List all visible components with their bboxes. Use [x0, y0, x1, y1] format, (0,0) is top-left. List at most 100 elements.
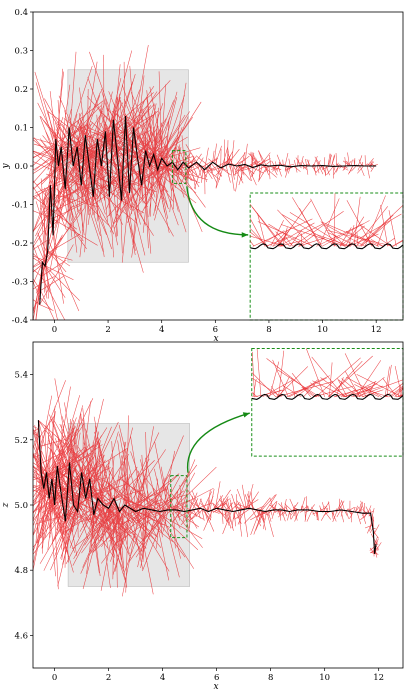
arrow [33, 253, 43, 263]
arrow [43, 264, 80, 301]
arrow [185, 167, 189, 177]
arrow [132, 508, 148, 519]
inset-arrow [279, 376, 290, 398]
arrow [41, 276, 66, 320]
arrow [258, 165, 267, 170]
arrow [33, 430, 47, 473]
arrow [130, 508, 170, 572]
arrow [284, 506, 289, 512]
arrow [48, 111, 70, 128]
arrow [161, 476, 181, 512]
arrow [246, 493, 254, 510]
arrow [195, 155, 209, 167]
arrow [231, 140, 235, 165]
arrow [53, 219, 98, 246]
inset-arrow [344, 353, 367, 398]
inset-arrow [252, 207, 283, 247]
arrow [33, 427, 47, 473]
arrow [239, 166, 255, 172]
arrow [180, 167, 189, 185]
arrow [181, 163, 183, 176]
arrow [264, 165, 270, 173]
arrow [167, 116, 189, 166]
arrow [369, 162, 375, 167]
arrow [280, 502, 284, 511]
arrow [128, 510, 166, 562]
arrow [358, 159, 363, 166]
arrow [33, 196, 51, 233]
arrow [340, 509, 344, 523]
arrow [33, 483, 45, 492]
arrow [119, 148, 162, 161]
y-tick-label: -0.3 [12, 278, 28, 288]
zoom-arrow [186, 186, 249, 236]
inset-arrow [269, 361, 280, 398]
arrow [33, 431, 40, 438]
x-axis-label: x [213, 334, 218, 344]
arrow [137, 509, 151, 568]
inset-arrow [356, 379, 403, 398]
arrow [350, 159, 353, 166]
arrow [140, 104, 164, 161]
arrow [340, 510, 343, 517]
inset-arrow [286, 375, 330, 398]
arrow [355, 505, 358, 513]
arrow [243, 164, 255, 175]
arrow [86, 96, 115, 127]
arrow [95, 160, 132, 201]
arrow [216, 498, 231, 509]
inset-arrow [251, 377, 282, 398]
arrow [363, 502, 365, 514]
arrow [210, 510, 212, 521]
arrow [139, 160, 152, 175]
arrow [124, 85, 155, 131]
inset-arrow [325, 224, 366, 247]
inset-arrow [278, 350, 285, 397]
inset-arrow [316, 223, 364, 247]
inset-arrow [346, 376, 383, 398]
arrow [212, 508, 220, 513]
arrow [143, 103, 157, 168]
arrow [269, 154, 272, 166]
arrow [142, 510, 167, 572]
arrow [240, 165, 243, 181]
arrow [200, 502, 209, 512]
arrow [322, 502, 325, 512]
plot-area [33, 378, 382, 597]
arrow [53, 419, 91, 486]
arrow [93, 196, 115, 235]
arrow [189, 510, 192, 529]
arrow [51, 116, 77, 154]
arrow [346, 161, 348, 166]
arrow [270, 498, 274, 510]
arrow [92, 486, 103, 505]
arrow [78, 132, 84, 167]
arrow [171, 493, 186, 512]
arrow [47, 226, 53, 247]
arrow [349, 511, 352, 515]
arrow [177, 509, 193, 518]
x-tick-label: 12 [371, 325, 382, 335]
arrow [212, 150, 215, 163]
arrow [160, 97, 178, 161]
arrow [156, 511, 161, 549]
arrow [131, 138, 134, 215]
arrow [33, 150, 60, 160]
arrow [215, 166, 224, 189]
arrow [40, 290, 55, 320]
x-tick-label: 6 [214, 673, 219, 683]
arrow [204, 509, 209, 523]
y-tick-label: 4.8 [14, 566, 28, 576]
arrow [38, 420, 46, 447]
arrow [93, 183, 111, 191]
arrow [33, 152, 64, 176]
arrow [347, 506, 355, 512]
arrow [79, 118, 97, 149]
arrow [39, 395, 53, 456]
arrow [336, 509, 342, 518]
arrow [44, 208, 82, 267]
arrow [114, 508, 131, 572]
arrow [171, 152, 181, 167]
arrow [199, 498, 207, 511]
arrow [269, 504, 278, 511]
